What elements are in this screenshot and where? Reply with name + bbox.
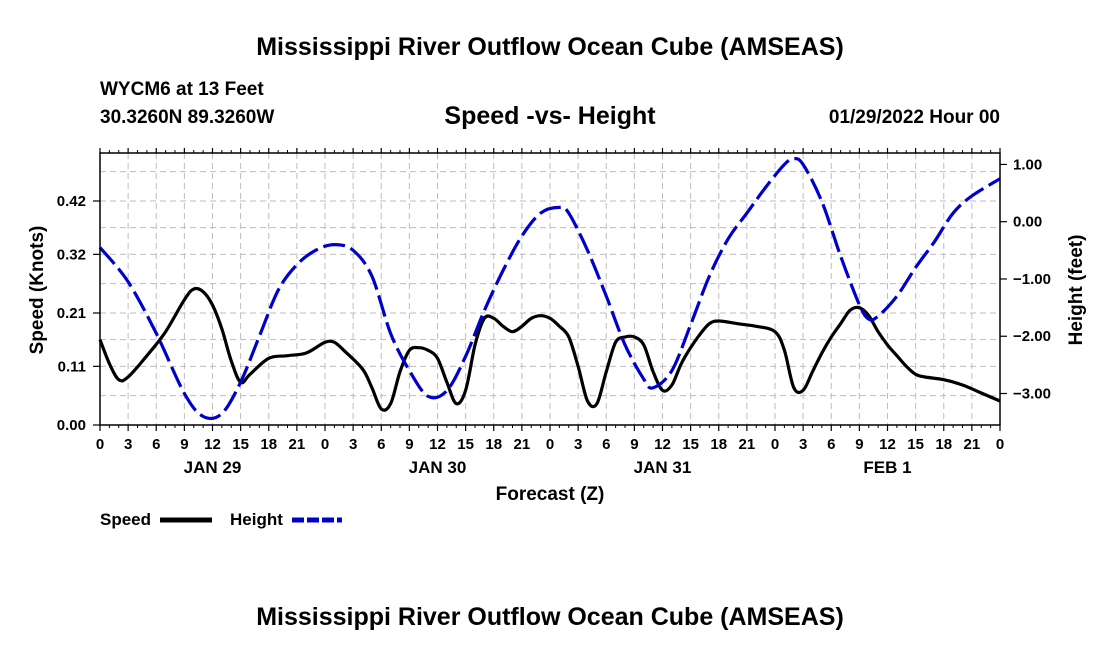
y-axis-right: 1.00 0.00 −1.00 −2.00 −3.00: [1000, 156, 1051, 403]
page-title: Mississippi River Outflow Ocean Cube (AM…: [256, 33, 844, 61]
y-left-tick-label: 0.11: [58, 358, 86, 375]
y-left-tick-label: 0.32: [57, 246, 86, 263]
x-tick-label: 12: [654, 436, 671, 453]
x-tick-label: 21: [514, 436, 531, 453]
footer-title: Mississippi River Outflow Ocean Cube (AM…: [256, 603, 844, 631]
x-tick-label: 3: [349, 436, 357, 453]
y-axis-left: 0.00 0.11 0.21 0.32 0.42: [57, 193, 100, 434]
x-axis: 0 3 6 9 12 15 18 21 0 3 6 9 12 15 18 21 0 3 6 9 12 15 18 21 0 3 6 9…: [96, 148, 1004, 477]
y-left-tick-label: 0.42: [57, 193, 86, 210]
x-tick-label: 6: [152, 436, 160, 453]
x-tick-label: 21: [964, 436, 981, 453]
x-tick-label: 15: [907, 436, 924, 453]
x-tick-label: 0: [96, 436, 104, 453]
x-tick-label: 9: [630, 436, 638, 453]
station-name: WYCM6 at 13 Feet: [100, 79, 264, 100]
x-tick-label: 18: [710, 436, 727, 453]
x-tick-label: 9: [180, 436, 188, 453]
station-coords: 30.3260N 89.3260W: [100, 107, 274, 128]
x-tick-label: 12: [879, 436, 896, 453]
legend-label-height: Height: [230, 510, 283, 529]
y-right-tick-label: 1.00: [1013, 156, 1042, 173]
x-tick-label: 15: [232, 436, 249, 453]
y-left-tick-label: 0.21: [57, 305, 86, 322]
x-tick-label: 21: [289, 436, 306, 453]
x-tick-label: 6: [827, 436, 835, 453]
x-tick-label: 18: [935, 436, 952, 453]
y-right-tick-label: −3.00: [1013, 386, 1051, 403]
y-right-tick-label: −1.00: [1013, 271, 1051, 288]
x-tick-label: 0: [546, 436, 554, 453]
y-axis-left-label: Speed (Knots): [27, 226, 48, 355]
x-tick-label: 6: [377, 436, 385, 453]
x-tick-label: 3: [124, 436, 132, 453]
x-axis-label: Forecast (Z): [496, 484, 605, 505]
y-right-tick-label: 0.00: [1013, 214, 1042, 231]
series-group: [98, 156, 1001, 421]
x-tick-label: 15: [457, 436, 474, 453]
series-line-speed: [98, 286, 1001, 412]
x-day-label: JAN 30: [409, 458, 467, 477]
x-day-label: FEB 1: [863, 458, 911, 477]
x-tick-label: 21: [739, 436, 756, 453]
x-tick-label: 12: [204, 436, 221, 453]
chart-title: Speed -vs- Height: [444, 102, 656, 130]
series-line-height: [98, 156, 1001, 421]
x-tick-label: 0: [771, 436, 779, 453]
legend-label-speed: Speed: [100, 510, 151, 529]
x-tick-label: 0: [321, 436, 329, 453]
x-tick-label: 0: [996, 436, 1004, 453]
x-tick-label: 12: [429, 436, 446, 453]
x-day-label: JAN 29: [184, 458, 242, 477]
forecast-datetime: 01/29/2022 Hour 00: [829, 107, 1000, 128]
x-tick-label: 9: [405, 436, 413, 453]
y-left-tick-label: 0.00: [57, 417, 86, 434]
grid: [100, 153, 1000, 425]
y-axis-right-label: Height (feet): [1066, 235, 1087, 346]
x-day-label: JAN 31: [634, 458, 692, 477]
x-tick-label: 9: [855, 436, 863, 453]
x-tick-label: 3: [574, 436, 582, 453]
x-tick-label: 18: [485, 436, 502, 453]
x-tick-label: 18: [260, 436, 277, 453]
x-tick-label: 15: [682, 436, 699, 453]
x-tick-label: 3: [799, 436, 807, 453]
y-right-tick-label: −2.00: [1013, 328, 1051, 345]
legend: Speed Height: [100, 510, 342, 529]
x-tick-label: 6: [602, 436, 610, 453]
